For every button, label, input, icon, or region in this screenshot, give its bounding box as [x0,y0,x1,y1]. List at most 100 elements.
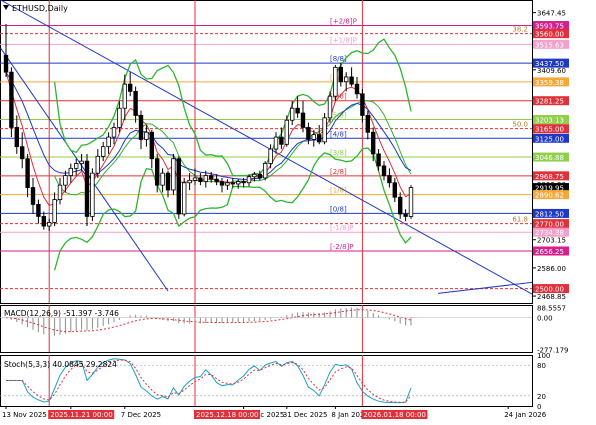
price-label-box [533,171,569,181]
candle-body [79,160,84,164]
price-label-box [533,284,569,294]
candle [57,177,63,205]
candle [176,156,181,219]
price-label-text: 2968.75 [535,173,564,181]
murrey-level-label: [4/8] [330,130,347,138]
macd-tick-label: 0.00 [537,315,553,323]
candle-body [203,175,208,182]
price-label-box [533,114,569,124]
candle-body [192,177,198,181]
candle [63,170,68,193]
stoch-tick-label: 0 [537,403,541,411]
candle-body [397,196,403,215]
candle-body [235,181,241,185]
stoch-k-line [6,358,412,404]
candle-body [338,66,343,83]
candle-body [165,172,171,191]
candle [192,168,198,186]
time-tick-label: 13 Nov 2025 [2,411,47,419]
candle [90,168,95,222]
candle [354,76,360,99]
murrey-level-label: [5/8] [330,111,347,119]
candle-body [14,127,19,148]
price-label-text: 2919.95 [535,185,564,193]
candle-body [63,175,68,186]
candle-body [316,134,322,143]
candle [149,129,154,169]
candle-body [322,117,327,143]
price-label-box [533,152,569,162]
trendline [0,47,169,292]
candle [198,173,203,186]
candle [171,153,176,195]
candle-body [171,158,176,191]
candle-body [327,95,333,119]
macd-layer [0,305,532,352]
candle [327,91,333,123]
price-label-text: 3560.00 [535,31,564,39]
candle [154,153,160,193]
price-label-text: 3359.38 [535,79,564,87]
candle-body [84,160,90,217]
fast-ma-line [5,71,412,207]
price-tick-label: 2703.15 [537,237,566,245]
candle [230,177,235,188]
candle-body [122,83,127,109]
candle-body [365,115,370,133]
candle [25,153,30,198]
fib-level-label: 61.8 [512,216,528,224]
candle [262,161,268,181]
slow-ma-line [5,71,412,181]
price-label-text: 2770.00 [535,221,564,229]
murrey-level-label: [6/8] [330,93,347,101]
candle [322,113,327,145]
price-label-text: 2890.62 [535,192,564,200]
candle-body [41,216,46,227]
candle-body [360,93,365,116]
murrey-level-label: [7/8] [330,74,347,82]
candle [14,115,19,154]
price-label-text: 2500.00 [535,286,564,294]
candle [241,177,246,188]
price-series-layer: [+2/8]P [+1/8]P [8/8] [7/8] [6/8] [5/8] [4/8] [… [0,0,532,303]
candle-body [284,119,289,145]
candle [311,129,316,147]
candle-body [133,90,138,116]
murrey-level-label: [-1/8]P [330,224,353,232]
candle-body [144,131,149,140]
candle [300,101,306,133]
stoch-d-line [6,359,412,403]
candle [279,127,284,150]
bollinger-upper-line [53,38,412,177]
price-label-text: 3203.13 [535,116,564,124]
main-panel [0,0,533,304]
candle-body [381,165,387,176]
price-label-box [533,246,569,256]
candle-body [25,158,30,188]
candle [343,72,349,92]
candle [36,199,41,224]
candle [111,122,117,145]
candle-body [47,222,52,227]
candle [397,192,403,219]
price-tick-label: 2468.85 [537,293,566,301]
fib-level-label: 38.2 [512,26,528,34]
candle [333,64,338,101]
candle [122,74,127,121]
murrey-level-label: [8/8] [330,55,347,63]
candle-body [273,136,279,150]
murrey-level-label: [3/8] [330,149,347,157]
candle-body [225,182,230,186]
price-label-box [533,29,569,39]
candle [74,158,79,176]
candle-body [101,146,106,157]
candle [127,72,133,97]
candle [144,125,149,147]
price-tick-label: 2586.00 [537,265,566,273]
candle-body [208,175,214,180]
candle [408,185,414,219]
candle-body [52,199,57,223]
candle [68,163,73,183]
candle [219,177,225,193]
macd-signal-line [5,309,412,333]
